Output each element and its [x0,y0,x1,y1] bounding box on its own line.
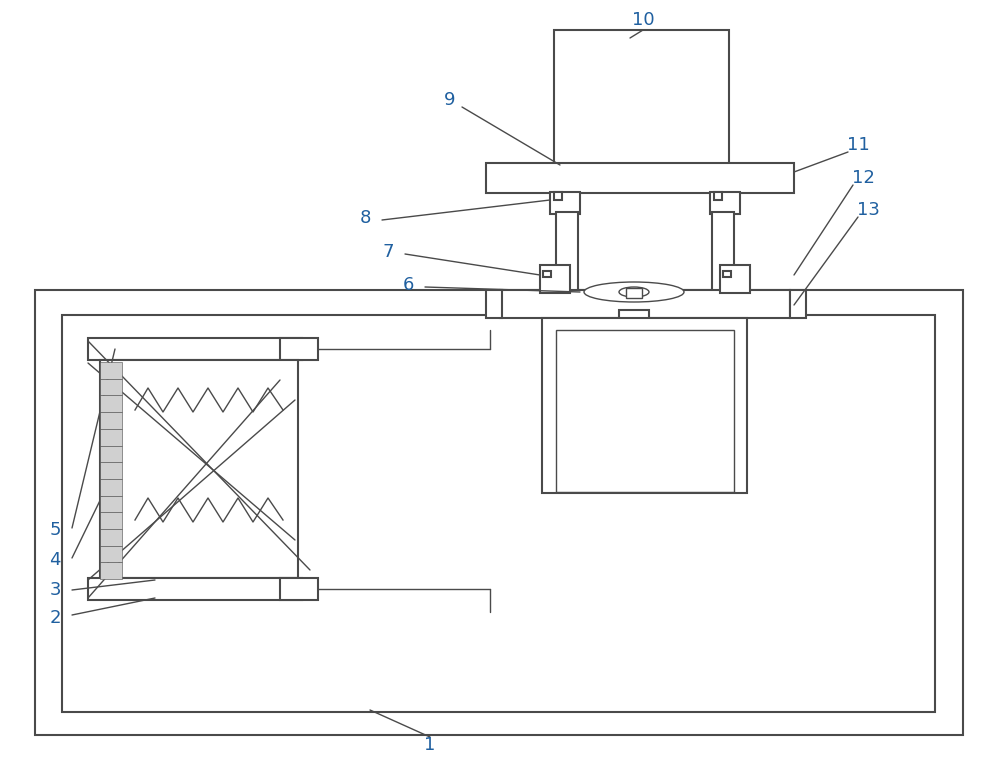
Bar [100,412,122,429]
Bar [100,546,122,562]
Bar [280,578,318,600]
Bar [619,310,649,360]
Text: 1: 1 [424,736,436,754]
Text: 6: 6 [402,276,414,294]
Bar [714,192,722,200]
Bar [100,429,122,445]
Text: 2: 2 [49,609,61,627]
Bar [556,330,734,492]
Bar [88,578,302,600]
Bar [100,379,122,395]
Text: 9: 9 [444,91,456,109]
Bar [542,318,747,493]
Text: 7: 7 [382,243,394,261]
Text: 10: 10 [632,11,654,29]
Bar [790,290,806,318]
Bar [100,362,122,379]
Bar [554,192,562,200]
Bar [626,288,642,298]
Bar [100,495,122,512]
Bar [88,338,302,360]
Bar [550,192,580,214]
Bar [540,265,570,293]
Bar [35,290,963,735]
Text: 12: 12 [852,169,874,187]
Bar [563,165,721,177]
Bar [723,271,731,277]
Bar [62,315,935,712]
Bar [543,271,551,277]
Bar [563,38,721,168]
Text: 8: 8 [359,209,371,227]
Text: 3: 3 [49,581,61,599]
Bar [100,360,298,578]
Bar [100,529,122,546]
Bar [712,212,734,294]
Text: 11: 11 [847,136,869,154]
Text: 4: 4 [49,551,61,569]
Bar [100,479,122,495]
Bar [280,338,318,360]
Bar [100,395,122,412]
Bar [486,290,502,318]
Text: 13: 13 [857,201,879,219]
Text: 5: 5 [49,521,61,539]
Bar [556,212,578,294]
Bar [720,265,750,293]
Ellipse shape [584,282,684,302]
Bar [100,512,122,529]
Bar [100,445,122,463]
Ellipse shape [619,287,649,297]
Bar [500,290,790,318]
Bar [100,463,122,479]
Bar [486,163,794,193]
Bar [554,30,729,170]
Bar [100,562,122,579]
Bar [710,192,740,214]
